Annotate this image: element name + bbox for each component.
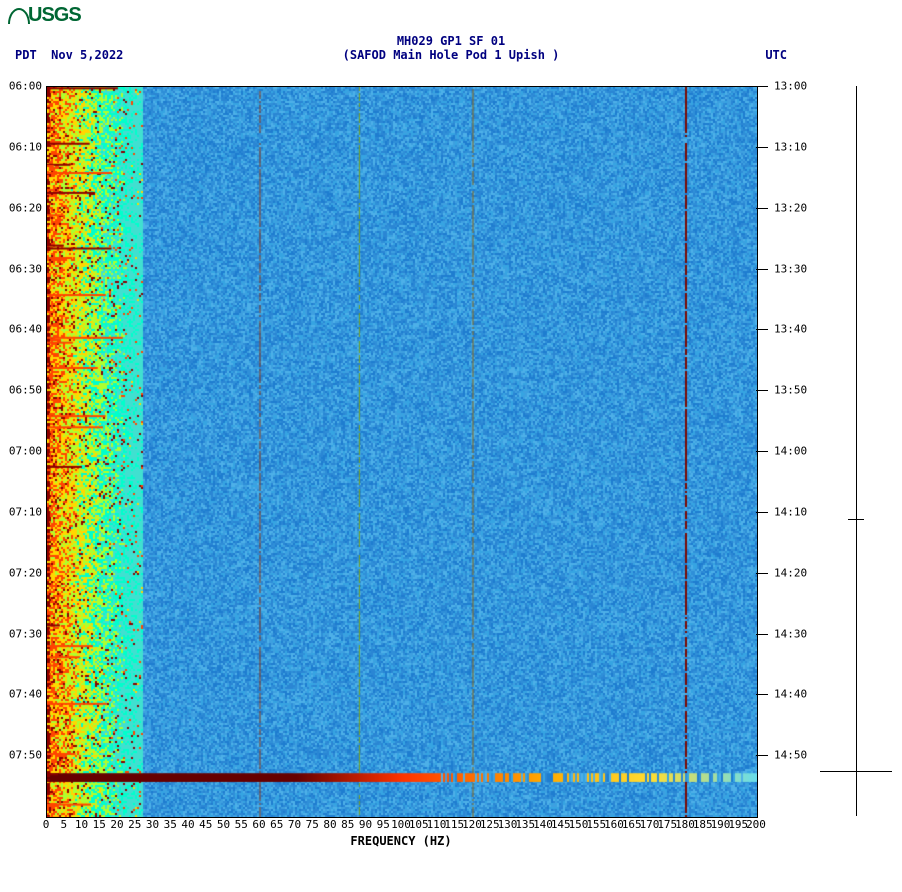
y-tick-right: 14:00 [774,445,807,458]
chart-title-line1: MH029 GP1 SF 01 [0,34,902,48]
x-tick: 30 [146,818,159,831]
y-tickmark-right [756,208,768,209]
y-tick-left: 07:00 [9,445,42,458]
y-tickmark-right [756,86,768,87]
x-tick: 85 [341,818,354,831]
y-tickmark-right [756,573,768,574]
logo-wave-icon [8,8,30,24]
y-tick-left: 07:20 [9,566,42,579]
y-tick-right: 14:10 [774,505,807,518]
x-tick: 45 [199,818,212,831]
x-tick: 55 [235,818,248,831]
y-tickmark-right [756,694,768,695]
usgs-logo: USGS [8,4,81,27]
y-tick-left: 06:40 [9,323,42,336]
spectrogram-plot [46,86,758,818]
y-tick-right: 13:00 [774,80,807,93]
y-tick-left: 07:40 [9,688,42,701]
x-tick: 95 [377,818,390,831]
x-tick: 70 [288,818,301,831]
x-tick: 40 [181,818,194,831]
y-tick-right: 14:30 [774,627,807,640]
x-tick: 65 [270,818,283,831]
y-tick-right: 13:20 [774,201,807,214]
x-tick: 35 [164,818,177,831]
y-tickmark-right [756,451,768,452]
y-tick-right: 13:40 [774,323,807,336]
x-tick: 75 [306,818,319,831]
y-tick-left: 06:50 [9,384,42,397]
y-tick-right: 14:20 [774,566,807,579]
x-tick: 50 [217,818,230,831]
y-tickmark-right [756,755,768,756]
y-tickmark-right [756,512,768,513]
y-tick-right: 14:40 [774,688,807,701]
timezone-left: PDT Nov 5,2022 [15,48,123,62]
y-tick-right: 13:10 [774,140,807,153]
y-axis-right-ticks: 13:0013:1013:2013:3013:4013:5014:0014:10… [756,86,816,816]
y-tick-right: 13:50 [774,384,807,397]
x-tick: 10 [75,818,88,831]
y-axis-left-ticks: 06:0006:1006:2006:3006:4006:5007:0007:10… [0,86,46,816]
x-tick: 15 [93,818,106,831]
x-axis-label: FREQUENCY (HZ) [46,834,756,848]
x-tick: 20 [110,818,123,831]
y-tick-right: 14:50 [774,749,807,762]
y-tickmark-right [756,147,768,148]
y-tickmark-right [756,390,768,391]
secondary-axis-line [856,86,857,816]
spectrogram-canvas [47,87,757,817]
tz-left-code: PDT [15,48,37,62]
y-tickmark-right [756,634,768,635]
crosshair-vertical [856,751,857,791]
x-tick: 90 [359,818,372,831]
y-tick-left: 07:30 [9,627,42,640]
x-tick: 5 [60,818,67,831]
y-tickmark-right [756,329,768,330]
y-tick-left: 06:00 [9,80,42,93]
timezone-right: UTC [765,48,787,62]
x-tick: 25 [128,818,141,831]
y-tick-left: 07:50 [9,749,42,762]
x-tick: 0 [43,818,50,831]
y-tick-right: 13:30 [774,262,807,275]
logo-text: USGS [28,4,81,26]
y-tick-left: 06:20 [9,201,42,214]
y-tick-left: 07:10 [9,505,42,518]
y-tick-left: 06:30 [9,262,42,275]
y-tickmark-right [756,269,768,270]
secondary-axis-midtick [848,519,864,520]
x-tick: 60 [252,818,265,831]
date-label: Nov 5,2022 [51,48,123,62]
x-tick: 80 [323,818,336,831]
x-tick: 200 [746,818,766,831]
y-tick-left: 06:10 [9,140,42,153]
